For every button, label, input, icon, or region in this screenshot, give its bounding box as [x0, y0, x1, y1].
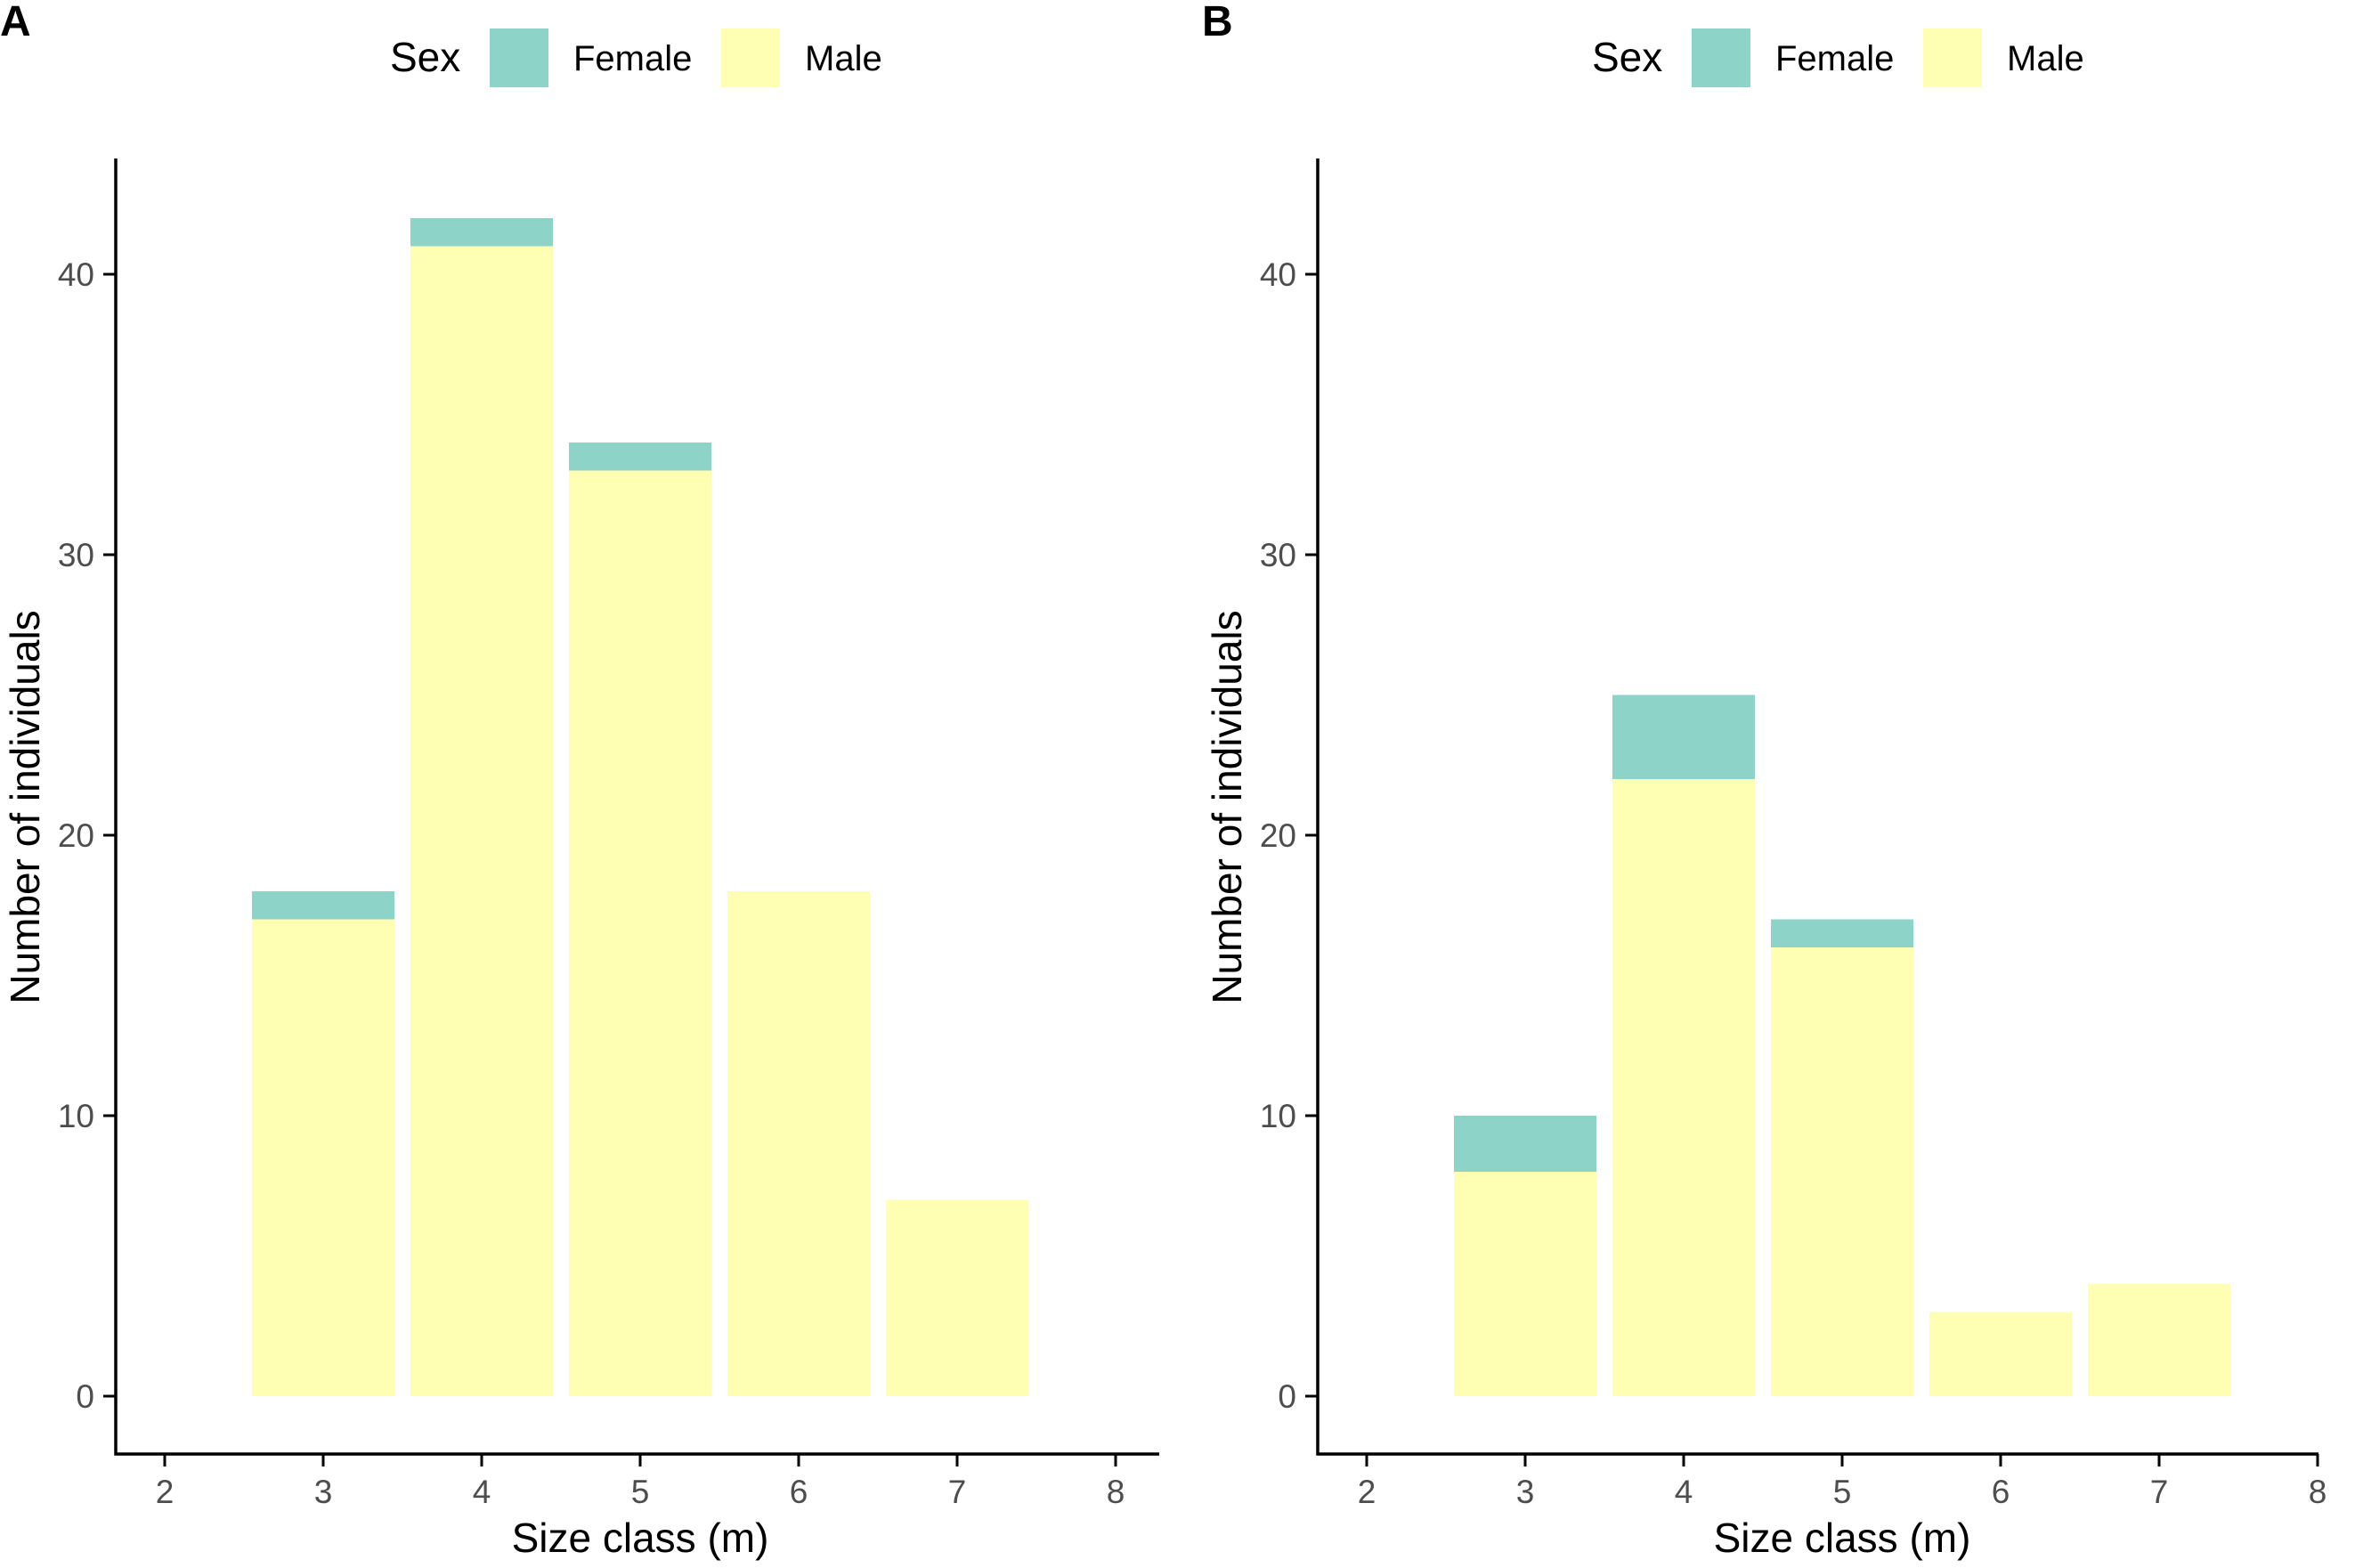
y-tick-label-20: 20 [58, 817, 94, 854]
bar-male-5 [1771, 947, 1913, 1396]
y-tick-label-10: 10 [58, 1098, 94, 1134]
bar-female-5 [569, 443, 711, 471]
panel-b: B Sex Female Male 0 10 20 30 40 2 3 4 5 6 7 8 Size class… [1202, 0, 2326, 1561]
y-tick-label-0: 0 [1278, 1378, 1296, 1415]
bar-male-6 [727, 891, 870, 1396]
x-axis-title: Size class (m) [512, 1515, 769, 1561]
legend-swatch-male [721, 28, 780, 87]
bar-male-6 [1929, 1312, 2072, 1396]
x-tick-label-8: 8 [2309, 1474, 2327, 1510]
legend-label-male: Male [805, 39, 882, 78]
bar-female-3 [1454, 1116, 1596, 1172]
x-tick-label-6: 6 [790, 1474, 808, 1510]
bar-female-4 [1612, 695, 1755, 779]
bar-female-5 [1771, 919, 1913, 947]
bar-male-4 [1612, 779, 1755, 1396]
bar-male-4 [410, 246, 553, 1396]
bar-male-7 [886, 1199, 1028, 1396]
y-tick-label-30: 30 [1260, 537, 1296, 573]
bar-female-3 [252, 891, 394, 920]
panel-a: A Sex Female Male 0 10 20 30 40 2 3 4 5 6 7 8 Size class… [0, 0, 1159, 1561]
x-tick-label-5: 5 [1833, 1474, 1852, 1510]
x-tick-label-3: 3 [314, 1474, 333, 1510]
legend-label-female: Female [573, 39, 692, 78]
bar-male-7 [2088, 1284, 2230, 1396]
bar-male-3 [252, 919, 394, 1396]
legend-label-female: Female [1775, 39, 1894, 78]
legend-label-male: Male [2007, 39, 2084, 78]
x-tick-label-4: 4 [1675, 1474, 1693, 1510]
bar-female-4 [410, 218, 553, 247]
x-axis-title: Size class (m) [1714, 1515, 1971, 1561]
bar-male-5 [569, 470, 711, 1396]
y-axis-title: Number of individuals [2, 610, 48, 1003]
legend-swatch-female [490, 28, 548, 87]
y-tick-label-10: 10 [1260, 1098, 1296, 1134]
x-tick-label-4: 4 [473, 1474, 491, 1510]
x-tick-label-6: 6 [1992, 1474, 2010, 1510]
y-tick-label-40: 40 [1260, 256, 1296, 293]
x-tick-label-2: 2 [1358, 1474, 1376, 1510]
panel-label: A [0, 0, 31, 45]
y-tick-label-0: 0 [76, 1378, 94, 1415]
x-tick-label-7: 7 [2150, 1474, 2169, 1510]
x-tick-label-3: 3 [1516, 1474, 1535, 1510]
y-tick-label-30: 30 [58, 537, 94, 573]
x-tick-label-8: 8 [1107, 1474, 1125, 1510]
legend-title: Sex [390, 34, 460, 80]
panel-label: B [1202, 0, 1233, 45]
x-tick-label-7: 7 [948, 1474, 967, 1510]
y-axis-title: Number of individuals [1204, 610, 1250, 1003]
legend-swatch-female [1692, 28, 1750, 87]
legend-title: Sex [1592, 34, 1662, 80]
y-tick-label-40: 40 [58, 256, 94, 293]
legend-swatch-male [1923, 28, 1982, 87]
y-tick-label-20: 20 [1260, 817, 1296, 854]
bar-male-3 [1454, 1172, 1596, 1396]
x-tick-label-2: 2 [156, 1474, 175, 1510]
x-tick-label-5: 5 [631, 1474, 650, 1510]
